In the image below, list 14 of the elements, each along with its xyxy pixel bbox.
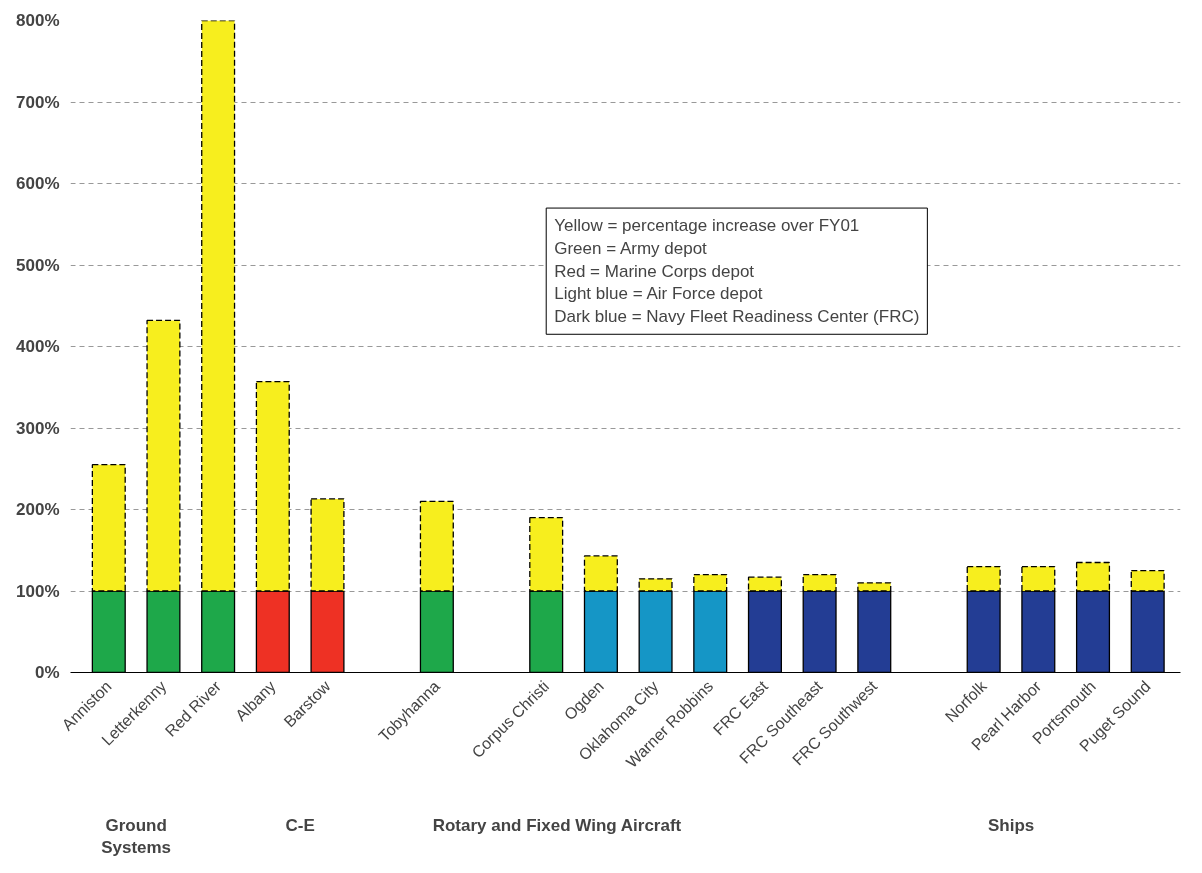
y-tick-label: 700% xyxy=(16,92,60,112)
y-tick-label: 600% xyxy=(16,174,60,193)
y-tick-label: 500% xyxy=(16,255,60,275)
y-tick-label: 300% xyxy=(16,418,60,438)
y-tick-label: 100% xyxy=(16,581,60,601)
text: Rotary and Fixed Wing Aircraft xyxy=(432,815,682,835)
y-tick-label: 200% xyxy=(16,500,60,519)
y-tick-label: 400% xyxy=(16,337,60,356)
text: Ground Systems xyxy=(101,815,172,858)
y-tick-label: 0% xyxy=(34,663,60,682)
text: Ships xyxy=(988,815,1035,835)
y-tick-label: 800% xyxy=(16,11,60,30)
text: C-E xyxy=(285,815,315,835)
annotation: Yellow = percentage increase over FY01 Green = Army depot Red = Marine Corps depot Light blue = Air Force depot Dark blue = Navy Fleet Readiness Center (FRC) xyxy=(554,216,920,327)
